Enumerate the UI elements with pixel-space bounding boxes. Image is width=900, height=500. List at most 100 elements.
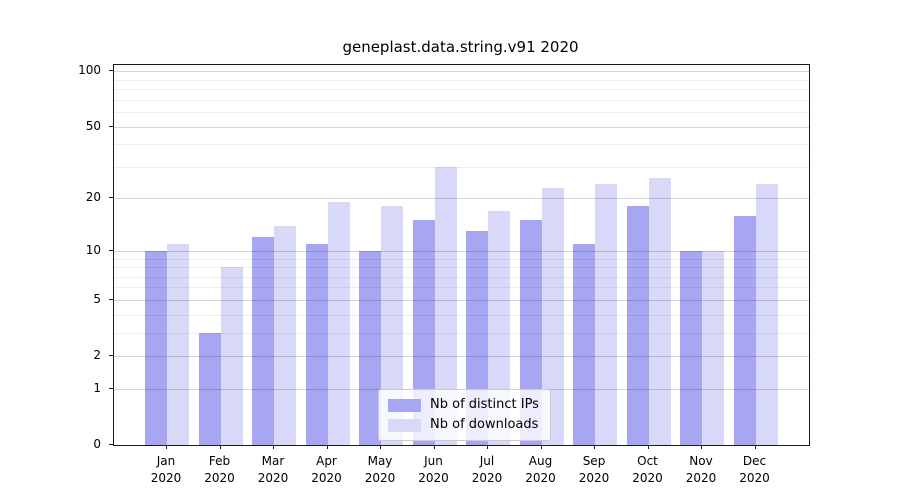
y-tick-mark-2 <box>109 355 113 356</box>
bar-nb-of-distinct-ips-mar <box>252 237 274 445</box>
bar-nb-of-distinct-ips-oct <box>626 206 649 445</box>
legend-swatch-nb-of-distinct-ips <box>388 398 421 412</box>
x-tick-label-aug: Aug 2020 <box>513 453 569 487</box>
y-axis: 100 50 20 10 5 2 1 0 <box>0 63 113 451</box>
y-tick-label-100: 100 <box>78 63 101 78</box>
x-tick-month: Feb <box>208 454 231 468</box>
x-tick-mark-dec <box>754 445 756 449</box>
x-tick-month: Jun <box>424 454 443 468</box>
x-tick-year: 2020 <box>471 471 503 485</box>
y-tick-mark-50 <box>109 125 113 127</box>
x-tick-mark-mar <box>273 445 274 449</box>
bar-nb-of-downloads-feb <box>220 267 243 445</box>
x-tick-year: 2020 <box>204 471 235 485</box>
bars-layer <box>114 65 809 445</box>
gridline-minor-80 <box>114 89 809 90</box>
x-tick-month: Nov <box>689 454 713 468</box>
x-tick-year: 2020 <box>418 471 449 485</box>
gridline-major-2 <box>114 356 809 357</box>
bar-nb-of-downloads-mar <box>274 225 296 445</box>
x-tick-label-dec: Dec 2020 <box>727 453 783 487</box>
legend-label: Nb of distinct IPs <box>430 397 539 412</box>
x-tick-year: 2020 <box>364 471 396 485</box>
bar-nb-of-downloads-dec <box>755 184 778 445</box>
y-tick-label-10: 10 <box>85 242 101 257</box>
gridline-major-10 <box>114 250 809 252</box>
x-tick-month: Jan <box>156 454 176 468</box>
x-tick-mark-jul <box>487 445 488 449</box>
y-tick-label-2: 2 <box>93 348 101 362</box>
gridline-minor-8 <box>114 267 809 268</box>
x-tick-mark-may <box>380 445 381 449</box>
gridline-minor-4 <box>114 314 809 316</box>
x-tick-label-sep: Sep 2020 <box>566 453 622 487</box>
x-tick-year: 2020 <box>632 471 663 485</box>
bar-nb-of-distinct-ips-nov <box>680 250 702 445</box>
legend: Nb of distinct IPs Nb of downloads <box>378 389 551 441</box>
legend-item-nb-of-distinct-ips: Nb of distinct IPs <box>388 397 539 413</box>
bar-nb-of-downloads-jan <box>167 243 189 445</box>
gridline-minor-60 <box>114 111 809 113</box>
y-tick-mark-20 <box>109 197 113 199</box>
bar-nb-of-distinct-ips-feb <box>198 332 221 445</box>
x-tick-label-may: May 2020 <box>352 453 408 487</box>
x-tick-mark-oct <box>647 445 649 449</box>
bar-nb-of-downloads-nov <box>702 250 724 445</box>
legend-item-nb-of-downloads: Nb of downloads <box>388 417 539 433</box>
x-tick-label-feb: Feb 2020 <box>192 453 248 487</box>
x-tick-mark-apr <box>326 445 328 449</box>
x-tick-year: 2020 <box>525 471 556 485</box>
x-tick-month: Sep <box>582 454 606 468</box>
x-tick-mark-nov <box>701 445 702 449</box>
y-tick-label-20: 20 <box>85 190 101 205</box>
x-tick-month: Mar <box>261 454 285 468</box>
y-tick-mark-100 <box>109 70 113 72</box>
bar-nb-of-downloads-apr <box>327 202 350 445</box>
gridline-minor-7 <box>114 276 809 278</box>
y-tick-mark-0 <box>109 444 113 445</box>
y-tick-mark-1 <box>109 387 113 389</box>
gridline-minor-6 <box>114 287 809 289</box>
x-tick-label-nov: Nov 2020 <box>673 453 729 487</box>
x-tick-year: 2020 <box>685 471 717 485</box>
bar-nb-of-downloads-sep <box>595 184 617 445</box>
x-tick-label-jul: Jul 2020 <box>459 453 515 487</box>
x-tick-mark-feb <box>219 445 221 449</box>
x-tick-month: Jul <box>479 454 495 468</box>
x-tick-month: Aug <box>528 454 553 468</box>
y-tick-label-5: 5 <box>93 291 101 306</box>
x-tick-month: Dec <box>742 454 767 468</box>
gridline-minor-40 <box>114 144 809 146</box>
legend-swatch-nb-of-downloads <box>388 418 421 432</box>
x-tick-label-jan: Jan 2020 <box>138 453 194 487</box>
bar-nb-of-distinct-ips-jan <box>145 250 167 445</box>
x-tick-label-oct: Oct 2020 <box>620 453 676 487</box>
x-tick-month: May <box>367 454 393 468</box>
gridline-major-50 <box>114 126 809 128</box>
plot-area: Nb of distinct IPs Nb of downloads <box>113 64 810 446</box>
gridline-major-100 <box>114 71 809 73</box>
gridline-minor-9 <box>114 258 809 260</box>
gridline-minor-90 <box>114 79 809 81</box>
chart-title: geneplast.data.string.v91 2020 <box>342 38 579 56</box>
bar-nb-of-distinct-ips-apr <box>305 243 328 445</box>
x-tick-label-apr: Apr 2020 <box>299 453 355 487</box>
y-tick-label-0: 0 <box>93 437 101 451</box>
bar-nb-of-downloads-oct <box>648 178 671 445</box>
x-tick-year: 2020 <box>150 471 182 485</box>
gridline-minor-3 <box>114 332 809 334</box>
gridline-minor-70 <box>114 99 809 101</box>
y-tick-mark-5 <box>109 298 113 300</box>
bar-nb-of-distinct-ips-sep <box>573 243 595 445</box>
gridline-major-5 <box>114 299 809 301</box>
x-tick-mark-aug <box>540 445 542 449</box>
x-axis: Jan 2020 Feb 2020 Mar 2020 Apr 2020 May 2020 Jun 20… <box>113 444 808 496</box>
x-tick-label-mar: Mar 2020 <box>245 453 301 487</box>
x-tick-year: 2020 <box>257 471 289 485</box>
y-tick-label-1: 1 <box>93 380 101 395</box>
bar-nb-of-distinct-ips-dec <box>733 215 756 445</box>
y-tick-mark-10 <box>109 249 113 251</box>
x-tick-month: Oct <box>637 454 658 468</box>
x-tick-mark-jan <box>166 445 167 449</box>
